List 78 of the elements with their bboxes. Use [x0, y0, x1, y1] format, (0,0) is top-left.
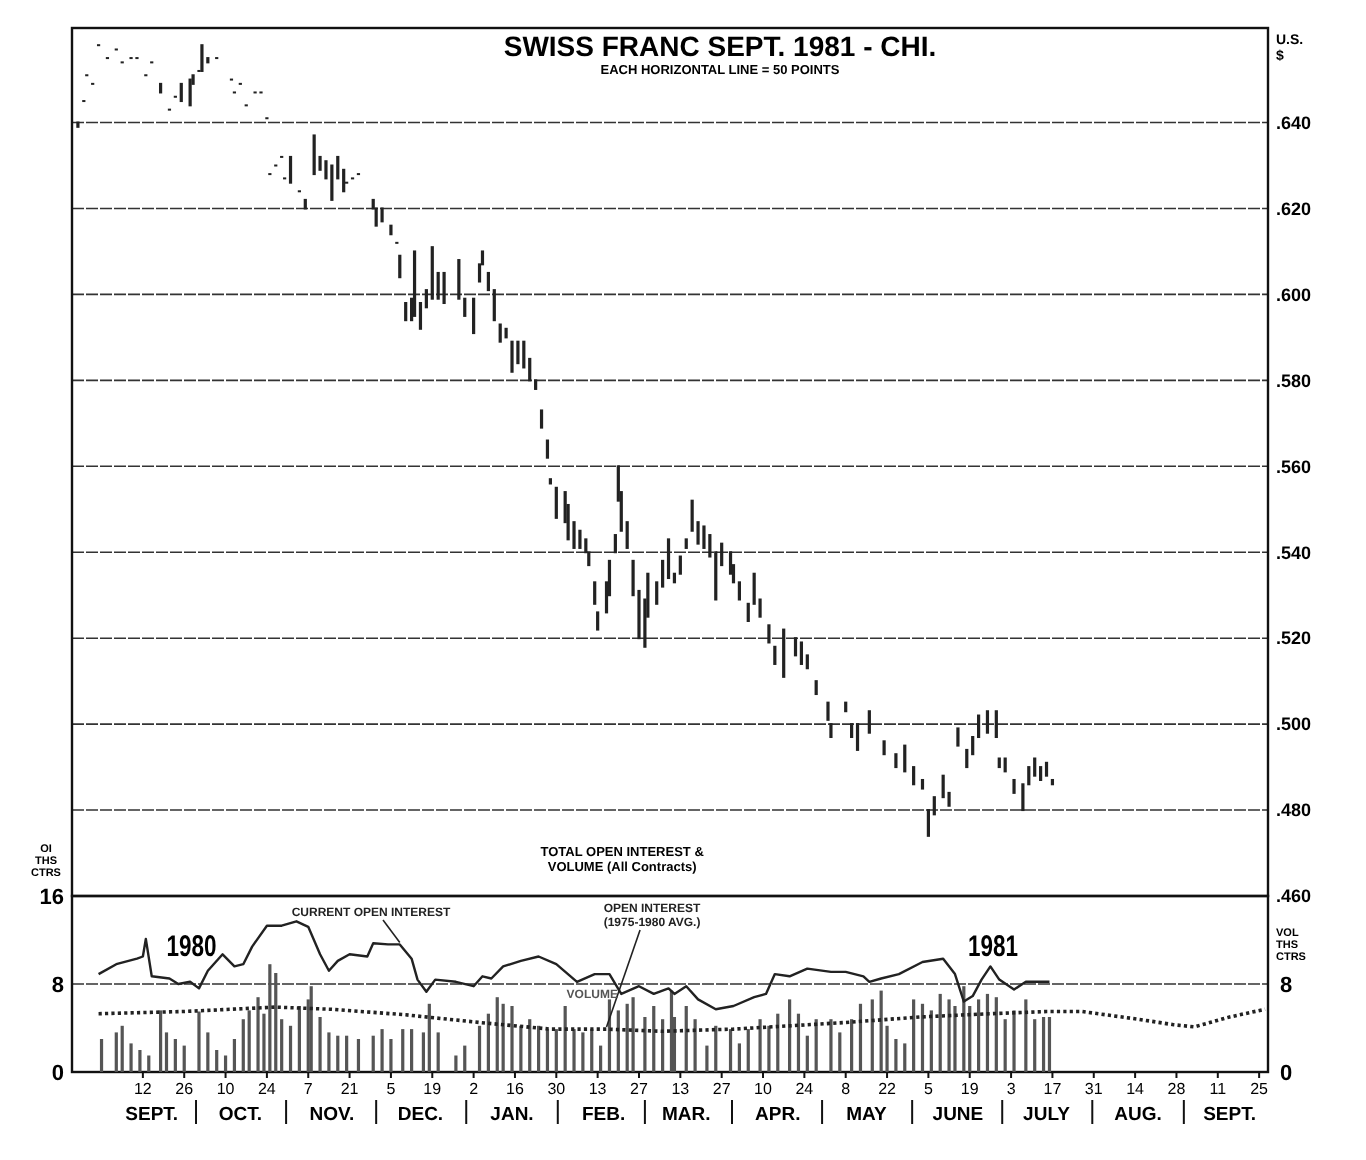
candlestick — [554, 486, 558, 519]
x-tick-label: 27 — [630, 1080, 649, 1098]
x-tick-label: 16 — [506, 1080, 525, 1098]
y-tick-label: .480 — [1276, 800, 1312, 821]
annotation: 1980 — [166, 928, 217, 963]
y-tick-label: .640 — [1276, 112, 1312, 133]
y-tick-label: 16 — [39, 885, 64, 910]
y-tick-label: .580 — [1276, 370, 1312, 391]
y-tick-label: .520 — [1276, 628, 1312, 649]
candlestick — [666, 538, 671, 580]
candlestick — [994, 710, 998, 739]
x-tick-label: 7 — [303, 1080, 314, 1098]
x-tick-label: 8 — [841, 1080, 852, 1098]
y-tick-label: .620 — [1276, 198, 1312, 219]
x-tick-label: 22 — [878, 1080, 898, 1098]
x-tick-label: 13 — [671, 1080, 691, 1098]
y-tick-label: .600 — [1276, 284, 1312, 305]
x-tick-label: 14 — [1126, 1080, 1146, 1098]
x2-tick-label: DEC. — [397, 1104, 444, 1126]
candlestick — [472, 297, 476, 335]
x2-tick-label: SEPT. — [1203, 1104, 1257, 1126]
x-tick-label: 17 — [1043, 1080, 1063, 1098]
x2-tick-label: NOV. — [309, 1104, 355, 1126]
candlestick — [941, 774, 945, 799]
candlestick — [867, 710, 871, 734]
candlestick — [799, 641, 804, 665]
annotation: 1981 — [967, 928, 1018, 963]
x-tick-label: 13 — [588, 1080, 608, 1098]
candlestick — [516, 340, 520, 365]
x-tick-label: 19 — [960, 1080, 980, 1098]
x2-tick-label: OCT. — [218, 1104, 262, 1126]
x2-tick-label: JUNE — [932, 1104, 984, 1126]
x2-tick-label: JAN. — [490, 1104, 534, 1126]
x-tick-label: 25 — [1250, 1080, 1270, 1098]
candlestick — [330, 164, 334, 201]
y-tick-label: .460 — [1276, 886, 1312, 907]
x-tick-label: 24 — [258, 1080, 277, 1098]
x-tick-label: 12 — [133, 1080, 153, 1098]
candlestick — [855, 723, 860, 751]
x2-tick-label: APR. — [755, 1104, 801, 1126]
line-series — [96, 1005, 1267, 1034]
x2-tick-label: AUG. — [1114, 1104, 1162, 1126]
chart-title: SWISS FRANC SEPT. 1981 - CHI. — [503, 30, 937, 62]
x-tick-label: 5 — [386, 1080, 397, 1098]
y-tick-label: .540 — [1276, 542, 1312, 563]
candlestick — [985, 710, 990, 734]
x2-tick-label: MAR. — [661, 1104, 711, 1126]
x-tick-label: 27 — [712, 1080, 732, 1098]
candlestick — [903, 744, 907, 773]
y-tick-label: .500 — [1276, 714, 1312, 735]
x-tick-label: 2 — [469, 1080, 480, 1098]
x-tick-label: 24 — [795, 1080, 815, 1098]
candlestick — [188, 78, 192, 107]
candlestick — [312, 134, 316, 176]
candlestick — [442, 271, 446, 305]
x-tick-label: 10 — [754, 1080, 774, 1098]
x-tick-label: 21 — [340, 1080, 360, 1098]
x-tick-label: 5 — [923, 1080, 934, 1098]
line-series — [97, 920, 1051, 1011]
x2-tick-label: FEB. — [581, 1104, 626, 1126]
x-tick-label: 3 — [1006, 1080, 1017, 1098]
x-tick-label: 26 — [175, 1080, 195, 1098]
x2-tick-label: JULY — [1023, 1104, 1072, 1126]
y-tick-label: 8 — [51, 973, 64, 998]
x2-tick-label: MAY — [846, 1104, 888, 1126]
x-tick-label: 11 — [1209, 1080, 1228, 1098]
x-tick-label: 19 — [423, 1080, 443, 1098]
candlestick — [398, 254, 402, 279]
candlestick — [593, 581, 597, 605]
candlestick — [288, 155, 293, 184]
x2-tick-label: SEPT. — [125, 1104, 179, 1126]
x-tick-label: 10 — [216, 1080, 236, 1098]
x-tick-label: 30 — [547, 1080, 567, 1098]
candlestick — [510, 340, 514, 373]
x-tick-label: 28 — [1167, 1080, 1187, 1098]
x-tick-label: 31 — [1084, 1080, 1104, 1098]
y-tick-label: 0 — [51, 1061, 64, 1086]
y-tick-label: .560 — [1276, 456, 1312, 477]
